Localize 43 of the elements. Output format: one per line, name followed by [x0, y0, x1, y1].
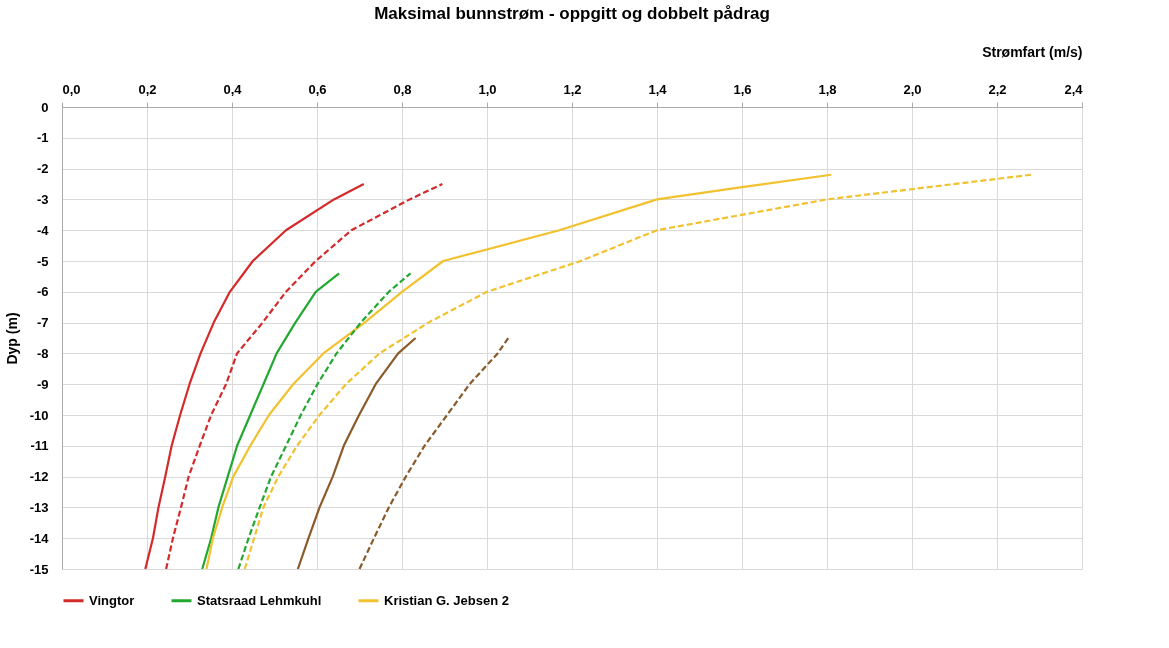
- line-series: [243, 173, 1033, 571]
- y-tick-label: -1: [36, 130, 49, 146]
- x-tick-label: 0,2: [138, 81, 157, 97]
- y-tick-label: -6: [36, 284, 49, 300]
- x-tick-label: 2,4: [1064, 81, 1084, 97]
- legend-label: Kristian G. Jebsen 2: [384, 592, 509, 608]
- x-tick-label: 1,0: [478, 81, 497, 97]
- x-tick-label: 2,0: [903, 81, 922, 97]
- y-tick-label: -14: [29, 530, 50, 546]
- line-series: [358, 336, 510, 571]
- line-series: [296, 336, 417, 571]
- legend-label: Statsraad Lehmkuhl: [197, 592, 322, 608]
- line-series: [205, 173, 833, 571]
- y-axis-title: Dyp (m): [3, 312, 20, 365]
- y-tick-label: -5: [36, 253, 49, 269]
- y-tick-label: -12: [29, 469, 49, 485]
- y-tick-label: -11: [30, 438, 49, 454]
- line-series: [144, 182, 365, 571]
- y-tick-label: -9: [36, 376, 49, 392]
- y-tick-label: -15: [29, 561, 49, 577]
- x-tick-label: 1,6: [733, 81, 752, 97]
- line-series: [165, 182, 444, 571]
- legend-label: Vingtor: [89, 592, 135, 608]
- x-tick-label: 0,4: [223, 81, 243, 97]
- y-tick-label: 0: [41, 99, 49, 115]
- y-tick-label: -10: [29, 407, 49, 423]
- x-tick-label: 1,4: [648, 81, 668, 97]
- y-tick-label: -13: [29, 499, 49, 515]
- x-tick-label: 0,6: [308, 81, 327, 97]
- y-tick-label: -2: [36, 161, 49, 177]
- x-axis-title: Strømfart (m/s): [982, 43, 1083, 60]
- x-tick-label: 0,0: [62, 81, 81, 97]
- line-series: [201, 272, 341, 571]
- y-tick-label: -8: [36, 345, 49, 361]
- x-tick-label: 2,2: [988, 81, 1007, 97]
- y-tick-label: -4: [36, 222, 50, 238]
- line-series: [237, 272, 412, 571]
- x-tick-label: 1,8: [818, 81, 837, 97]
- chart-title: Maksimal bunnstrøm - oppgitt og dobbelt pådrag: [374, 4, 770, 23]
- x-tick-label: 1,2: [563, 81, 582, 97]
- x-tick-label: 0,8: [393, 81, 412, 97]
- y-tick-label: -7: [36, 315, 49, 331]
- y-tick-label: -3: [36, 191, 49, 207]
